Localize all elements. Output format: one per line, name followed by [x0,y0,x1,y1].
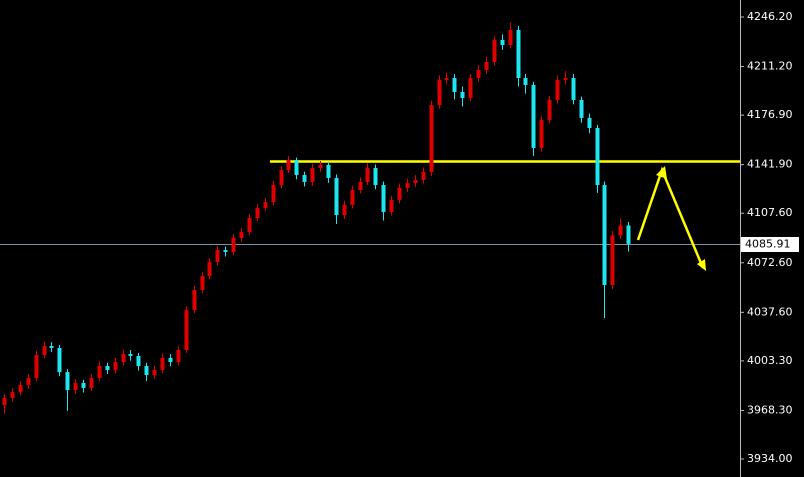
candle-body [42,346,47,355]
candle-body [192,289,197,311]
candle-body [97,365,102,379]
candle-body [136,355,141,366]
candle-body [365,168,370,182]
candle-body [444,78,449,80]
candle-body [587,117,592,128]
candle-body [602,185,607,286]
candle-body [492,39,497,63]
candle-body [57,348,62,373]
candle-body [144,365,149,376]
candle-body [294,159,299,175]
candle-body [128,353,133,356]
candle-body [484,62,489,70]
candle-body [579,99,584,118]
candle-body [10,392,15,398]
candle-body [397,188,402,200]
candle-body [516,30,521,79]
candle-body [239,232,244,239]
candle-body [184,310,189,350]
candle-body [429,105,434,173]
y-tick-label: 4003.30 [747,354,793,367]
candle-body [381,185,386,212]
candle-body [121,353,126,363]
candle-body [413,179,418,184]
candle-body [539,120,544,148]
candle-body [373,168,378,186]
candle-body [168,357,173,363]
candle-body [405,183,410,189]
candle-body [2,397,7,406]
candle-body [342,205,347,216]
candle-body [595,127,600,186]
candle-body [18,384,23,393]
candle-body [547,99,552,121]
candle-body [279,170,284,186]
y-tick-label: 4141.90 [747,158,793,171]
candle-body [34,354,39,379]
candle-body [160,357,165,370]
candle-body [73,382,78,391]
candle-body [207,262,212,276]
candle-body [65,372,70,391]
candle-body [358,181,363,191]
candle-body [531,84,536,148]
y-tick-label: 4107.60 [747,206,793,219]
candle-body [626,225,631,244]
y-tick-label: 4246.20 [747,10,793,23]
candle-body [523,78,528,85]
forecast-arrows [636,166,706,271]
candle-body [318,164,323,169]
candle-body [421,172,426,180]
last-price-box [741,237,799,252]
candle-body [460,92,465,98]
candle-body [81,382,86,388]
candle-body [215,250,220,263]
arrow-head [656,166,667,179]
candle-body [113,362,118,370]
candle-body [618,225,623,236]
candle-body [500,39,505,46]
candle-body [563,78,568,80]
candle-body [49,346,54,349]
y-tick-label: 3968.30 [747,403,793,416]
candle-body [452,78,457,93]
y-tick-label: 3934.00 [747,452,793,465]
candle-body [508,30,513,46]
candle-body [555,79,560,100]
candle-body [231,238,236,253]
candle-body [468,78,473,98]
candle-body [105,365,110,370]
candle-body [302,174,307,182]
candle-body [571,78,576,100]
y-tick-label: 4176.90 [747,108,793,121]
candle-body [610,235,615,286]
candle-body [476,69,481,79]
arrow-head [697,259,706,271]
candle-body [389,199,394,212]
candle-body [223,250,228,253]
candle-body [200,275,205,290]
candle-body [263,202,268,208]
candle-body [326,164,331,178]
candle-body [26,378,31,385]
candle-body [271,185,276,203]
plot-area [0,22,740,414]
candle-body [247,218,252,233]
candle-body [437,79,442,106]
y-tick-label: 4037.60 [747,305,793,318]
y-tick-label: 4211.20 [747,60,793,73]
candle-body [89,378,94,388]
candle-body [350,190,355,206]
candle-body [286,159,291,171]
candle-body [310,168,315,182]
y-tick-label: 4072.60 [747,256,793,269]
candle-body [176,349,181,363]
candle-body [255,207,260,219]
candle-body [152,369,157,376]
last-price-label: 4085.91 [745,238,791,251]
candle-body [334,177,339,216]
